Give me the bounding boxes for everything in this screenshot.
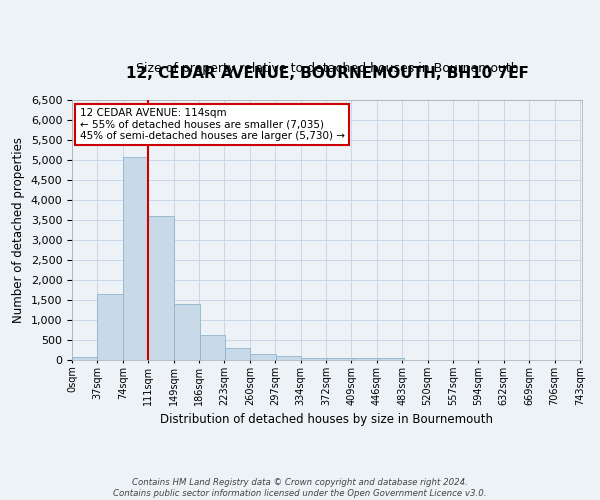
Text: 12 CEDAR AVENUE: 114sqm
← 55% of detached houses are smaller (7,035)
45% of semi: 12 CEDAR AVENUE: 114sqm ← 55% of detache… [80, 108, 344, 141]
Text: Contains HM Land Registry data © Crown copyright and database right 2024.
Contai: Contains HM Land Registry data © Crown c… [113, 478, 487, 498]
Bar [353, 358, 378, 360]
X-axis label: Distribution of detached houses by size in Bournemouth: Distribution of detached houses by size … [161, 414, 493, 426]
Title: Size of property relative to detached houses in Bournemouth: Size of property relative to detached ho… [136, 62, 518, 75]
Bar [174, 304, 200, 360]
Bar [301, 358, 326, 360]
Bar [200, 335, 225, 360]
Bar [328, 358, 353, 360]
Bar [148, 216, 173, 360]
Bar [276, 356, 301, 360]
Y-axis label: Number of detached properties: Number of detached properties [12, 137, 25, 323]
Bar [123, 157, 148, 360]
Bar [72, 357, 97, 360]
Bar [250, 354, 276, 360]
Bar [97, 294, 123, 360]
Text: 12, CEDAR AVENUE, BOURNEMOUTH, BH10 7EF: 12, CEDAR AVENUE, BOURNEMOUTH, BH10 7EF [125, 66, 529, 81]
Bar [378, 358, 404, 360]
Bar [225, 348, 250, 360]
